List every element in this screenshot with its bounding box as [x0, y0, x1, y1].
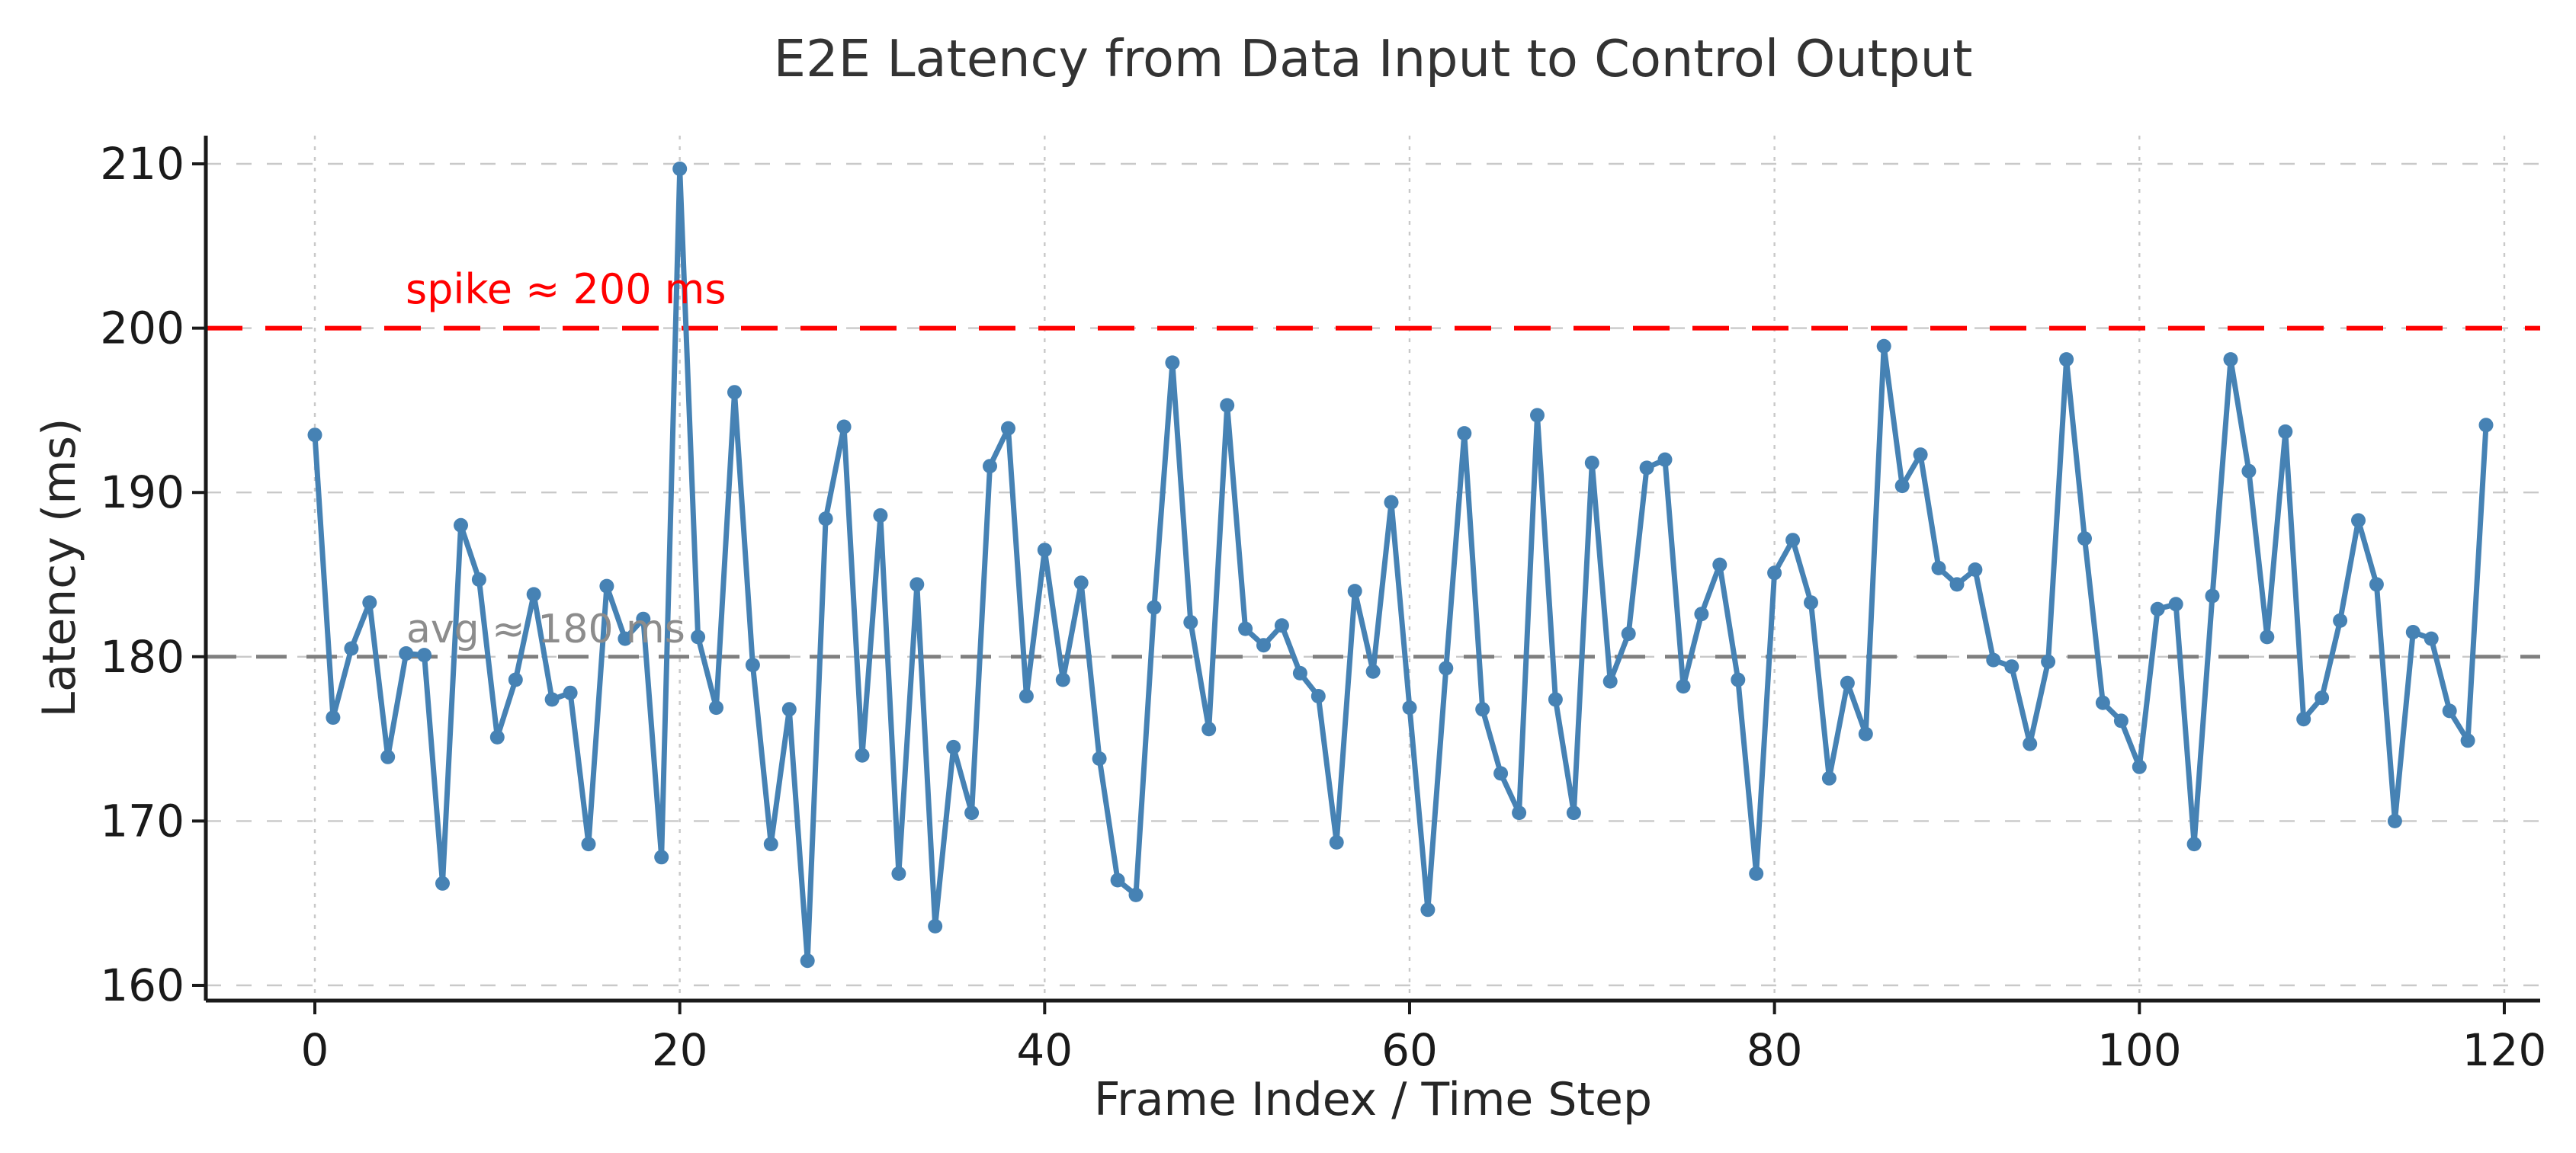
svg-text:120: 120 — [2462, 1024, 2547, 1076]
y-tick-labels: 160 170 180 190 200 210 — [100, 138, 184, 1011]
svg-text:180: 180 — [100, 631, 184, 683]
axis-spines — [204, 136, 2540, 1003]
svg-text:100: 100 — [2097, 1024, 2182, 1076]
x-tick-labels: 0 20 40 60 80 100 120 — [301, 1024, 2547, 1076]
axis-ticks — [192, 162, 2506, 1014]
svg-text:160: 160 — [100, 959, 184, 1011]
svg-text:40: 40 — [1016, 1024, 1073, 1076]
svg-text:0: 0 — [301, 1024, 329, 1076]
gridlines — [206, 136, 2540, 1001]
svg-text:170: 170 — [100, 795, 184, 847]
svg-text:60: 60 — [1381, 1024, 1438, 1076]
svg-text:190: 190 — [100, 466, 184, 518]
svg-text:80: 80 — [1747, 1024, 1803, 1076]
latency-series — [307, 162, 2494, 969]
svg-text:200: 200 — [100, 303, 184, 354]
svg-text:20: 20 — [652, 1024, 708, 1076]
svg-text:210: 210 — [100, 138, 184, 190]
